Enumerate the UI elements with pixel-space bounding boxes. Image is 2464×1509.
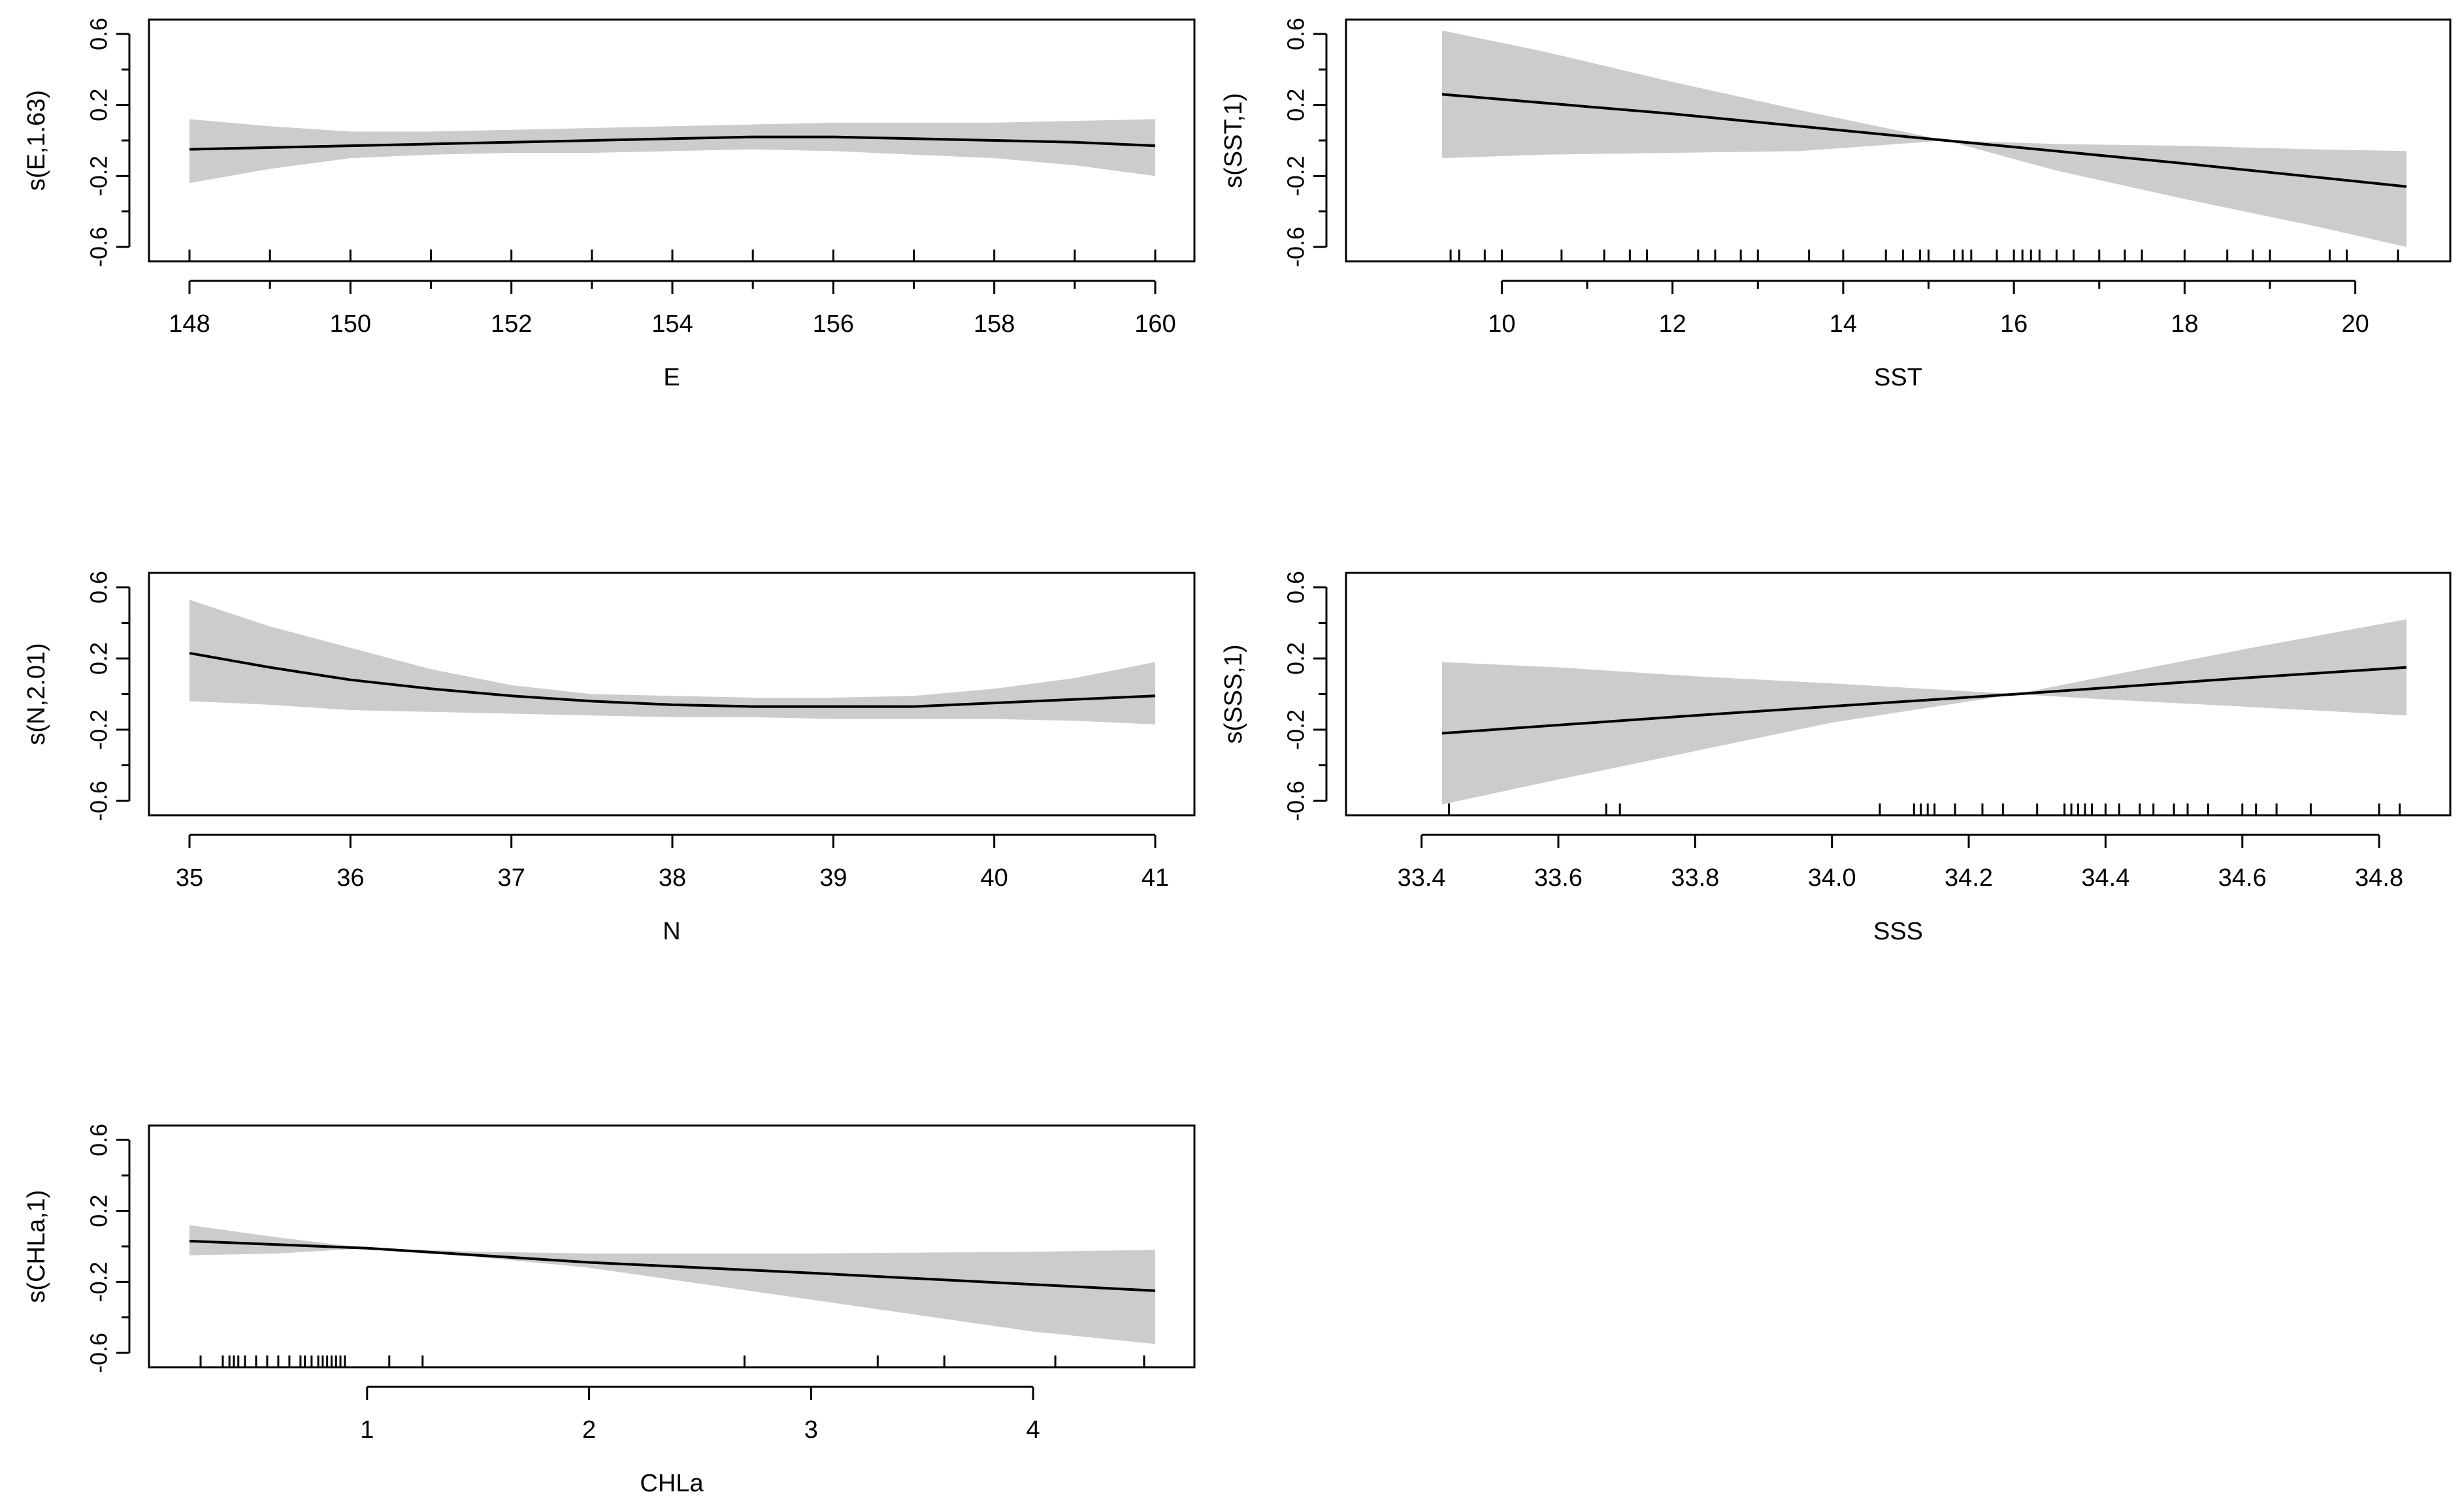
y-tick-label: -0.6 (1283, 781, 1309, 821)
y-tick-label: -0.2 (86, 709, 112, 750)
y-axis-label: s(N,2.01) (23, 643, 50, 745)
x-tick-label: 33.8 (1671, 864, 1719, 892)
x-axis-label: CHLa (640, 1470, 704, 1497)
confidence-band (189, 1225, 1155, 1344)
panel-chla: 1 2 3 4 CHLa -0.6 -0.2 0.2 0.6 s(CHLa,1) (23, 1124, 1196, 1497)
x-axis-label: N (663, 918, 680, 945)
y-tick-label: -0.6 (86, 227, 112, 267)
y-tick-label: -0.2 (1283, 155, 1309, 196)
x-tick-label: 20 (2341, 310, 2369, 338)
plot-frame (148, 1124, 1196, 1369)
y-axis-label: s(SSS,1) (1220, 644, 1247, 743)
y-tick-label: 0.6 (86, 1124, 112, 1156)
x-tick-label: 38 (659, 864, 686, 892)
y-tick-label: 0.6 (1283, 18, 1309, 50)
y-tick-label: 0.6 (1283, 571, 1309, 604)
x-tick-label: 4 (1027, 1416, 1040, 1444)
x-tick-label: 152 (491, 310, 532, 338)
x-axis-label: E (663, 364, 680, 391)
x-tick-label: 16 (2000, 310, 2028, 338)
smooth-line (1441, 93, 2407, 188)
smooth-line (189, 651, 1156, 708)
x-tick-label: 33.6 (1534, 864, 1583, 892)
x-tick-label: 34.4 (2081, 864, 2129, 892)
x-tick-label: 37 (498, 864, 525, 892)
y-axis-label: s(SST,1) (1220, 93, 1247, 188)
plot-frame (1345, 572, 2452, 817)
y-axis-label: s(CHLa,1) (23, 1190, 50, 1303)
x-tick-label: 39 (819, 864, 847, 892)
x-tick-label: 154 (651, 310, 693, 338)
x-tick-label: 10 (1488, 310, 1515, 338)
x-tick-label: 35 (176, 864, 203, 892)
x-tick-label: 18 (2171, 310, 2198, 338)
x-tick-label: 148 (169, 310, 210, 338)
confidence-band (189, 119, 1155, 184)
panel-sss: 33.4 33.6 33.8 34.0 34.2 34.4 34.6 34.8 SSS -0.6 -… (1220, 571, 2452, 945)
y-tick-label: -0.6 (1283, 227, 1309, 267)
panel-sst: 10 12 14 16 18 20 SST -0.6 -0.2 0.2 0.6 s(SST,1) (1220, 18, 2452, 391)
y-tick-label: -0.2 (1283, 709, 1309, 750)
y-tick-label: -0.2 (86, 1261, 112, 1302)
smooth-line (1441, 666, 2407, 735)
x-tick-label: 2 (582, 1416, 596, 1444)
y-axis-label: s(E,1.63) (23, 90, 50, 191)
y-tick-label: -0.2 (86, 155, 112, 196)
y-tick-label: 0.6 (86, 571, 112, 604)
x-tick-label: 34.2 (1945, 864, 1993, 892)
x-axis-label: SSS (1873, 918, 1923, 945)
x-tick-label: 34.6 (2218, 864, 2267, 892)
x-tick-label: 34.8 (2355, 864, 2403, 892)
x-tick-label: 41 (1142, 864, 1169, 892)
panel-e: 148 150 152 154 156 158 160 E -0.6 -0.2 0.2 0.6 s(E,… (23, 18, 1196, 391)
y-tick-label: 0.2 (1283, 89, 1309, 122)
x-tick-label: 1 (360, 1416, 374, 1444)
smooth-line (189, 1239, 1156, 1292)
confidence-band (1442, 619, 2407, 805)
x-tick-label: 36 (337, 864, 364, 892)
x-tick-label: 40 (981, 864, 1008, 892)
x-tick-label: 160 (1134, 310, 1175, 338)
x-tick-label: 150 (330, 310, 371, 338)
y-tick-label: 0.2 (1283, 642, 1309, 675)
x-tick-label: 12 (1659, 310, 1686, 338)
confidence-band (189, 600, 1155, 724)
y-tick-label: 0.2 (86, 642, 112, 675)
y-tick-label: 0.2 (86, 89, 112, 122)
x-tick-label: 158 (974, 310, 1015, 338)
y-tick-label: -0.6 (86, 781, 112, 821)
panel-n: 35 36 37 38 39 40 41 N -0.6 -0.2 0.2 0.6 s(N,2.01) (23, 571, 1196, 945)
plot-frame (1345, 18, 2452, 263)
x-tick-label: 156 (813, 310, 854, 338)
x-tick-label: 3 (804, 1416, 818, 1444)
x-tick-label: 14 (1830, 310, 1857, 338)
y-tick-label: 0.6 (86, 18, 112, 50)
smooth-line (189, 135, 1156, 151)
plot-frame (148, 572, 1196, 817)
x-tick-label: 33.4 (1398, 864, 1446, 892)
y-tick-label: 0.2 (86, 1195, 112, 1227)
x-tick-label: 34.0 (1808, 864, 1856, 892)
x-axis-label: SST (1874, 364, 1922, 391)
y-tick-label: -0.6 (86, 1333, 112, 1373)
